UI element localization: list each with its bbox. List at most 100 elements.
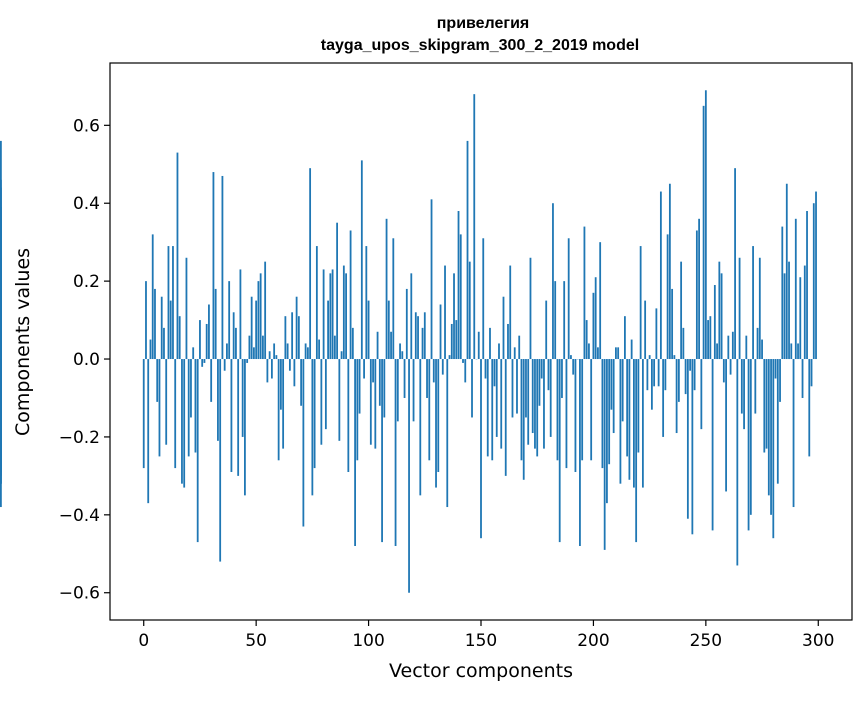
bar — [736, 359, 738, 565]
bar — [597, 347, 599, 359]
bar — [325, 359, 327, 429]
bar — [222, 176, 224, 359]
bar — [226, 343, 228, 359]
bar — [815, 192, 817, 359]
bar — [813, 203, 815, 359]
bar — [190, 359, 192, 417]
bar — [377, 332, 379, 359]
chart-subtitle: tayga_upos_skipgram_300_2_2019 model — [321, 37, 639, 54]
bar — [240, 269, 242, 359]
y-tick-label: −0.2 — [59, 428, 100, 448]
bar — [307, 347, 309, 359]
bar — [204, 359, 206, 363]
bar — [770, 359, 772, 515]
bar — [559, 359, 561, 542]
bar — [219, 359, 221, 562]
bar — [698, 219, 700, 359]
bar — [379, 359, 381, 406]
bar — [673, 355, 675, 359]
bar — [671, 289, 673, 359]
bar — [624, 316, 626, 359]
bar — [802, 359, 804, 398]
bar — [417, 316, 419, 359]
bar — [336, 223, 338, 359]
bar — [374, 359, 376, 449]
bar — [498, 343, 500, 359]
bar — [361, 160, 363, 359]
bar — [145, 281, 147, 359]
bar — [266, 359, 268, 382]
bar — [251, 297, 253, 359]
bar — [298, 316, 300, 359]
chart-title: привелегия — [437, 15, 529, 32]
bar — [275, 355, 277, 359]
bar — [772, 359, 774, 538]
bar — [734, 168, 736, 359]
bar — [655, 308, 657, 359]
bar — [682, 328, 684, 359]
bar — [262, 336, 264, 359]
y-tick-label: 0.0 — [73, 350, 100, 370]
bar — [345, 273, 347, 359]
bar — [478, 332, 480, 359]
bar — [249, 336, 251, 359]
x-tick-label: 150 — [465, 631, 497, 651]
bar — [539, 359, 541, 406]
bar — [651, 359, 653, 410]
bar — [186, 258, 188, 359]
bar — [714, 285, 716, 359]
bar — [228, 281, 230, 359]
bar — [165, 359, 167, 445]
bar — [482, 238, 484, 359]
bar — [260, 273, 262, 359]
bar — [208, 305, 210, 360]
bar — [689, 359, 691, 371]
bar — [302, 359, 304, 526]
x-tick-label: 200 — [577, 631, 609, 651]
bar — [152, 234, 154, 359]
bar — [150, 340, 152, 359]
bar — [752, 246, 754, 359]
bar — [721, 273, 723, 359]
bar — [462, 359, 464, 363]
bar — [570, 355, 572, 359]
bar — [784, 273, 786, 359]
bar — [572, 359, 574, 375]
bar — [413, 359, 415, 421]
bar — [793, 359, 795, 507]
bar — [633, 359, 635, 488]
bar — [709, 316, 711, 359]
bar — [750, 359, 752, 515]
bar — [727, 336, 729, 359]
bar — [269, 351, 271, 359]
bar — [811, 359, 813, 386]
bar — [644, 301, 646, 359]
bar — [588, 343, 590, 359]
bar — [763, 359, 765, 452]
bar — [579, 359, 581, 546]
bar — [426, 359, 428, 398]
bar — [536, 359, 538, 456]
bar — [372, 359, 374, 382]
bar — [242, 359, 244, 437]
bar — [804, 266, 806, 359]
bar — [309, 168, 311, 359]
bar — [664, 359, 666, 390]
bar — [215, 289, 217, 359]
bar — [383, 359, 385, 417]
bar — [678, 359, 680, 402]
bar — [224, 359, 226, 371]
bar — [199, 320, 201, 359]
bar — [0, 207, 2, 359]
bar — [159, 359, 161, 456]
bar — [599, 242, 601, 359]
bar — [790, 343, 792, 359]
bar — [314, 359, 316, 468]
x-axis-label: Vector components — [389, 660, 573, 682]
y-tick-label: −0.6 — [59, 584, 100, 604]
bar — [745, 336, 747, 359]
bar — [741, 359, 743, 414]
bar — [356, 359, 358, 460]
bar — [725, 359, 727, 491]
bar — [489, 328, 491, 359]
